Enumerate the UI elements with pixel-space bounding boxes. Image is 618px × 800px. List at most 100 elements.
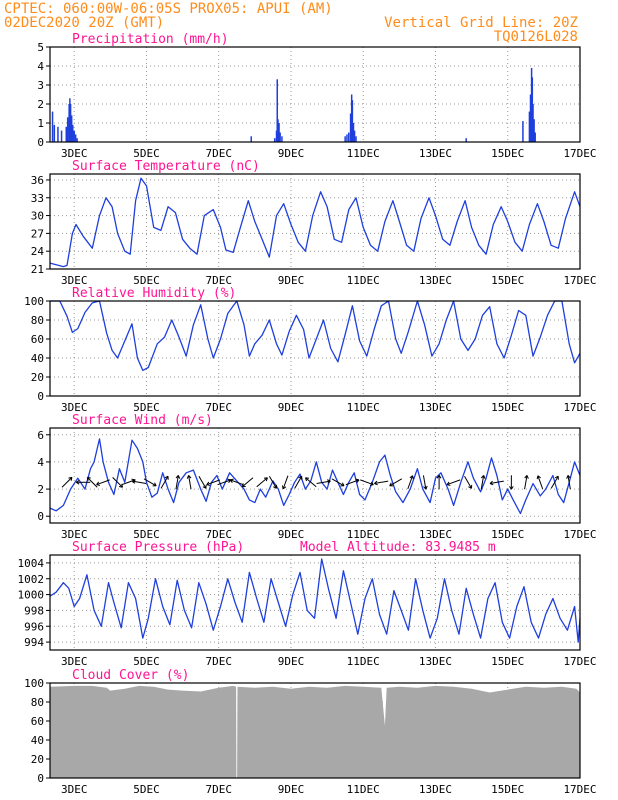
- precip-bar: [279, 132, 281, 142]
- wind-arrow: [316, 479, 331, 484]
- precip-bar: [53, 124, 56, 142]
- wind-arrow: [305, 477, 317, 488]
- x-tick-label: 15DEC: [491, 783, 524, 796]
- panel-4: Surface Pressure (hPa) Model Altitude: 83…: [18, 540, 597, 668]
- series-line: [49, 438, 581, 515]
- x-tick-label: 13DEC: [419, 655, 452, 668]
- precip-bar: [51, 111, 54, 142]
- wind-arrow: [480, 475, 486, 490]
- y-tick-label: 998: [24, 604, 44, 617]
- y-tick-label: 40: [31, 734, 44, 747]
- y-tick-label: 1000: [18, 589, 45, 602]
- wind-arrow: [143, 478, 157, 487]
- precip-bar: [532, 104, 534, 142]
- precip-bar: [529, 94, 532, 142]
- x-tick-label: 15DEC: [491, 147, 524, 160]
- y-tick-label: 4: [37, 456, 44, 469]
- precip-bar: [352, 123, 355, 142]
- precip-bar: [66, 117, 69, 142]
- y-tick-label: 3: [37, 79, 44, 92]
- y-tick-label: 20: [31, 753, 44, 766]
- x-tick-label: 11DEC: [347, 147, 380, 160]
- precip-bar: [73, 130, 75, 142]
- precip-bar: [70, 115, 73, 142]
- x-tick-label: 7DEC: [205, 528, 232, 541]
- x-tick-label: 17DEC: [563, 783, 596, 796]
- y-tick-label: 1004: [18, 557, 45, 570]
- panel-frame: [49, 173, 581, 270]
- wind-arrow: [464, 475, 473, 489]
- precip-bar: [528, 111, 531, 142]
- precip-bar: [72, 124, 74, 142]
- wind-arrow: [96, 479, 110, 486]
- wind-arrow: [86, 476, 98, 488]
- wind-arrow: [566, 475, 571, 490]
- x-tick-label: 13DEC: [419, 274, 452, 287]
- x-tick-label: 3DEC: [61, 401, 88, 414]
- wind-arrow: [186, 475, 192, 490]
- y-tick-label: 80: [31, 696, 44, 709]
- x-tick-label: 5DEC: [133, 147, 160, 160]
- panel-title: Surface Pressure (hPa): [72, 540, 244, 555]
- x-tick-label: 15DEC: [491, 655, 524, 668]
- precip-bar: [277, 119, 279, 142]
- panel-frame: [49, 682, 581, 779]
- x-tick-label: 7DEC: [205, 274, 232, 287]
- panel-annotation: Model Altitude: 83.9485 m: [300, 540, 496, 555]
- precip-bar: [74, 134, 77, 142]
- y-tick-label: 996: [24, 620, 44, 633]
- panel-title: Precipitation (mm/h): [72, 32, 229, 47]
- precip-bar: [534, 132, 536, 142]
- x-tick-label: 17DEC: [563, 401, 596, 414]
- wind-arrow: [407, 475, 414, 490]
- precip-bar: [465, 138, 467, 142]
- y-tick-label: 36: [31, 174, 44, 187]
- precip-bar: [281, 136, 283, 142]
- y-tick-label: 0: [37, 390, 44, 403]
- series-line: [49, 177, 581, 268]
- wind-arrow: [360, 479, 374, 486]
- precip-bar: [346, 134, 348, 142]
- wind-arrow: [389, 478, 403, 487]
- y-tick-label: 60: [31, 333, 44, 346]
- y-tick-label: 24: [31, 245, 45, 258]
- x-tick-label: 11DEC: [347, 274, 380, 287]
- y-tick-label: 40: [31, 352, 44, 365]
- wind-arrow: [446, 479, 461, 486]
- precip-bar: [76, 138, 78, 142]
- panel-frame: [49, 300, 581, 397]
- header-grid-line: Vertical Grid Line: 20Z: [384, 15, 578, 31]
- wind-arrow: [229, 478, 244, 486]
- precip-bar: [57, 126, 59, 142]
- wind-arrow: [536, 475, 544, 490]
- precip-bar: [349, 113, 352, 142]
- x-tick-label: 3DEC: [61, 783, 88, 796]
- wind-arrow: [489, 480, 504, 486]
- panel-0: Precipitation (mm/h) 0 1 2 3 4 5 3DEC 5DEC 7DEC 9D…: [37, 32, 596, 160]
- y-tick-label: 100: [24, 295, 44, 308]
- precip-bar: [344, 136, 346, 142]
- x-tick-label: 5DEC: [133, 528, 160, 541]
- y-tick-label: 21: [31, 263, 44, 276]
- x-tick-label: 15DEC: [491, 528, 524, 541]
- x-tick-label: 17DEC: [563, 147, 596, 160]
- y-tick-label: 5: [37, 41, 44, 54]
- y-tick-label: 4: [37, 60, 44, 73]
- panel-title: Surface Wind (m/s): [72, 413, 213, 428]
- precip-bar: [60, 130, 63, 142]
- x-tick-label: 3DEC: [61, 274, 88, 287]
- x-tick-label: 17DEC: [563, 528, 596, 541]
- precip-bar: [273, 138, 276, 142]
- wind-arrow: [550, 475, 559, 489]
- x-tick-label: 9DEC: [278, 528, 305, 541]
- x-tick-label: 5DEC: [133, 401, 160, 414]
- x-tick-label: 9DEC: [278, 401, 305, 414]
- wind-arrow: [75, 479, 91, 485]
- wind-arrow: [331, 478, 345, 487]
- panel-title: Surface Temperature (nC): [72, 159, 260, 174]
- wind-arrow: [509, 475, 514, 490]
- precip-bar: [276, 79, 278, 142]
- y-tick-label: 0: [37, 136, 44, 149]
- x-tick-label: 11DEC: [347, 528, 380, 541]
- x-tick-label: 13DEC: [419, 147, 452, 160]
